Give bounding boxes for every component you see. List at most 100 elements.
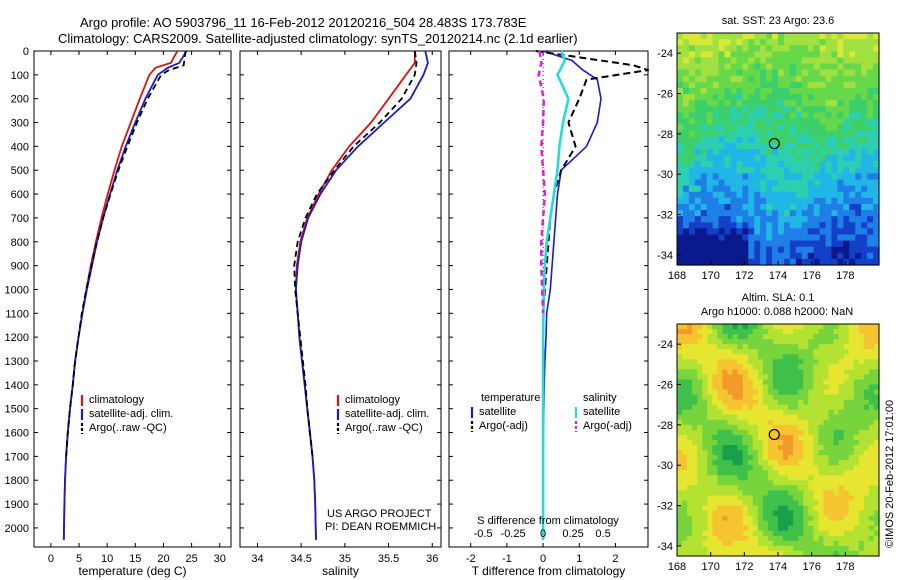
map-cell: [752, 475, 759, 481]
map-cell: [730, 33, 738, 40]
map-cell: [849, 228, 856, 236]
map-cell: [677, 124, 684, 132]
map-cell: [724, 191, 732, 199]
map-cell: [833, 324, 840, 330]
map-cell: [718, 210, 726, 217]
map-cell: [837, 167, 844, 175]
map-cell: [742, 535, 749, 542]
map-cell: [807, 57, 815, 65]
map-cell: [873, 94, 880, 101]
map-cell: [783, 480, 789, 486]
map-cell: [742, 495, 749, 502]
map-cell: [778, 258, 785, 266]
map-cell: [793, 480, 799, 486]
map-cell: [853, 550, 860, 557]
map-cell: [760, 216, 767, 223]
map-cell: [757, 465, 764, 471]
map-cell: [767, 485, 774, 492]
map-cell: [858, 495, 865, 502]
map-cell: [730, 197, 738, 205]
map-cell: [795, 106, 803, 113]
map-cell: [861, 94, 868, 101]
map-cell: [843, 339, 850, 345]
map-cell: [808, 460, 814, 466]
map-cell: [828, 354, 835, 360]
map-cell: [848, 495, 855, 502]
map-cell: [677, 505, 683, 512]
map-cell: [778, 167, 785, 175]
map-cell: [803, 414, 809, 421]
map-cell: [789, 87, 797, 95]
map-cell: [843, 252, 850, 260]
map-cell: [831, 167, 839, 175]
map-cell: [803, 359, 809, 365]
map-cell: [722, 475, 729, 481]
map-cell: [736, 197, 743, 205]
map-cell: [762, 470, 769, 476]
map-cell: [712, 57, 720, 65]
map-cell: [837, 87, 844, 95]
map-cell: [688, 228, 696, 236]
map-cell: [754, 149, 761, 156]
map-cell: [808, 530, 814, 537]
map-cell: [727, 500, 734, 507]
map-cell: [742, 414, 749, 421]
map-cell: [757, 394, 764, 401]
map-cell: [813, 525, 819, 532]
map-cell: [861, 228, 868, 236]
map-cell: [873, 75, 880, 83]
map-cell: [783, 445, 789, 451]
map-cell: [823, 349, 830, 355]
map-cell: [730, 136, 738, 144]
map-cell: [682, 118, 690, 126]
map-cell: [795, 197, 803, 205]
map-cell: [823, 450, 830, 456]
map-cell: [843, 550, 850, 557]
map-cell: [873, 424, 880, 431]
map-cell: [706, 216, 714, 223]
map-cell: [727, 339, 734, 345]
map-cell: [873, 81, 880, 89]
map-cell: [762, 545, 769, 552]
map-cell: [819, 246, 827, 254]
map-cell: [732, 440, 739, 446]
map-cell: [757, 500, 764, 507]
map-cell: [722, 324, 729, 330]
map-cell: [828, 414, 835, 421]
map-cell: [853, 465, 860, 471]
map-cell: [717, 525, 724, 532]
map-cell: [700, 63, 708, 71]
map-cell: [863, 470, 870, 476]
map-cell: [813, 222, 821, 229]
map-cell: [760, 124, 767, 132]
map-cell: [807, 106, 815, 113]
map-cell: [717, 450, 724, 456]
map-cell: [853, 445, 860, 451]
map-cell: [712, 485, 718, 492]
map-cell: [747, 470, 754, 476]
map-cell: [718, 33, 726, 40]
map-cell: [843, 197, 850, 205]
map-cell: [818, 364, 825, 370]
map-cell: [722, 369, 729, 376]
map-cell: [727, 379, 734, 386]
map-cell: [813, 69, 821, 77]
map-cell: [778, 240, 785, 248]
map-cell: [843, 399, 850, 406]
map-cell: [778, 369, 784, 376]
map-cell: [687, 525, 693, 532]
map-cell: [772, 179, 779, 187]
map-cell: [727, 450, 734, 456]
map-cell: [702, 480, 708, 486]
map-cell: [783, 112, 791, 120]
map-cell: [687, 429, 693, 436]
map-cell: [861, 246, 868, 254]
map-cell: [767, 465, 774, 471]
map-cell: [737, 354, 744, 360]
map-cell: [748, 167, 755, 175]
map-cell: [682, 106, 690, 113]
map-cell: [767, 440, 774, 446]
map-cell: [702, 470, 708, 476]
legend-label: climatology: [345, 394, 401, 406]
map-cell: [818, 339, 825, 345]
